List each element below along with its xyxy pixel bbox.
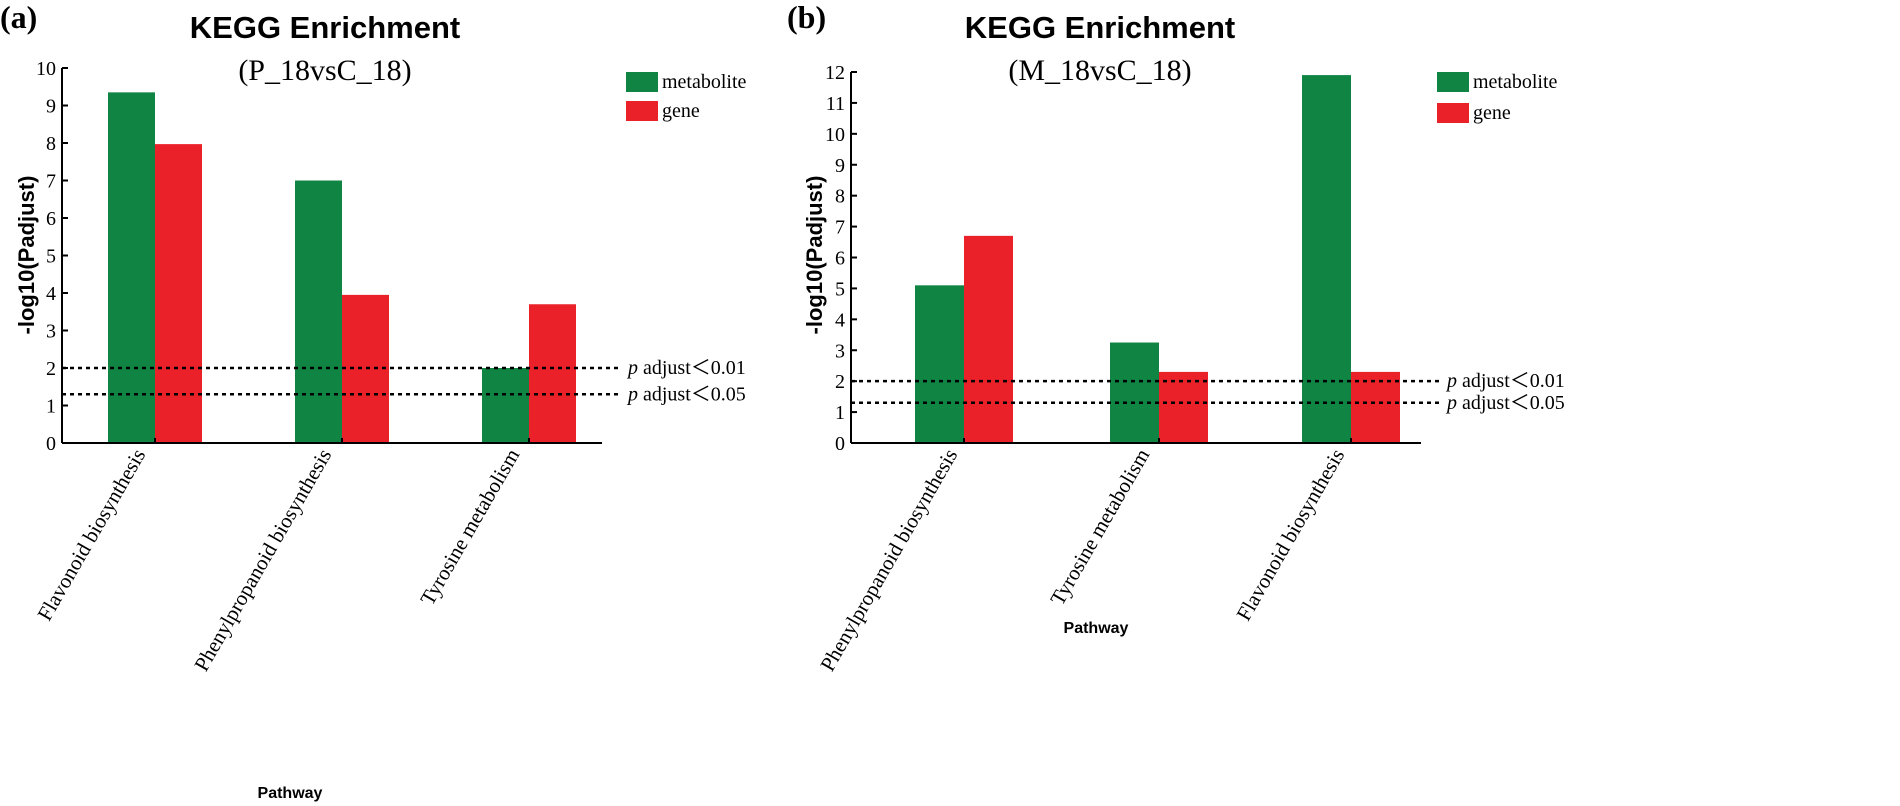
y-tick-label: 10 bbox=[825, 124, 845, 146]
y-tick-label: 4 bbox=[46, 283, 56, 305]
x-tick-label: Flavonoid biosynthesis bbox=[32, 445, 150, 625]
panel-label: (b) bbox=[787, 0, 826, 35]
threshold-p: p bbox=[1445, 370, 1457, 392]
y-tick-label: 2 bbox=[46, 358, 56, 380]
bar-gene bbox=[529, 304, 576, 443]
legend-swatch-metabolite bbox=[626, 72, 658, 92]
threshold-label: p adjust＜0.01 bbox=[1445, 370, 1565, 392]
y-tick-label: 6 bbox=[835, 248, 845, 270]
y-tick-label: 8 bbox=[46, 133, 56, 155]
y-tick-label: 12 bbox=[825, 62, 845, 84]
threshold-text: adjust＜0.05 bbox=[638, 383, 746, 405]
chart-title: KEGG Enrichment bbox=[965, 10, 1235, 45]
bar-gene bbox=[1159, 371, 1208, 443]
threshold-text: adjust＜0.05 bbox=[1457, 392, 1565, 414]
legend-label-gene: gene bbox=[662, 100, 700, 122]
legend-label-gene: gene bbox=[1473, 102, 1511, 124]
y-tick-label: 6 bbox=[46, 208, 56, 230]
y-tick-label: 9 bbox=[46, 96, 56, 118]
x-tick-label: Phenylpropanoid biosynthesis bbox=[189, 445, 336, 676]
y-tick-label: 7 bbox=[835, 217, 845, 239]
y-tick-label: 1 bbox=[46, 396, 56, 418]
x-tick-label: Phenylpropanoid biosynthesis bbox=[815, 445, 962, 676]
threshold-label: p adjust＜0.05 bbox=[626, 383, 746, 405]
x-axis-label: Pathway bbox=[1064, 620, 1129, 637]
threshold-text: adjust＜0.01 bbox=[1457, 370, 1565, 392]
panel-b: (b) KEGG Enrichment (M_18vsC_18) -log10(… bbox=[787, 0, 1565, 675]
y-tick-label: 3 bbox=[835, 340, 845, 362]
y-tick-label: 7 bbox=[46, 171, 56, 193]
bar-gene bbox=[342, 294, 389, 443]
y-tick-label: 0 bbox=[46, 433, 56, 455]
chart-title: KEGG Enrichment bbox=[190, 10, 460, 45]
x-axis-label: Pathway bbox=[258, 785, 323, 802]
bar-metabolite bbox=[482, 368, 529, 443]
threshold-label: p adjust＜0.05 bbox=[1445, 392, 1565, 414]
legend-label-metabolite: metabolite bbox=[662, 71, 747, 93]
bar-gene bbox=[1351, 371, 1400, 443]
y-tick-label: 5 bbox=[46, 246, 56, 268]
bar-gene bbox=[964, 235, 1013, 443]
threshold-label: p adjust＜0.01 bbox=[626, 357, 746, 379]
y-tick-label: 11 bbox=[826, 93, 845, 115]
bar-metabolite bbox=[915, 285, 964, 443]
y-tick-label: 8 bbox=[835, 186, 845, 208]
x-tick-label: Tyrosine metabolism bbox=[1045, 445, 1154, 610]
threshold-p: p bbox=[1445, 392, 1457, 414]
y-tick-label: 3 bbox=[46, 321, 56, 343]
y-tick-label: 0 bbox=[835, 433, 845, 455]
chart-subtitle: (M_18vsC_18) bbox=[1008, 54, 1191, 87]
x-tick-label: Flavonoid biosynthesis bbox=[1231, 445, 1349, 625]
y-tick-label: 2 bbox=[835, 371, 845, 393]
y-axis-label: -log10(Padjust) bbox=[14, 176, 39, 335]
y-tick-label: 4 bbox=[835, 309, 845, 331]
y-tick-label: 9 bbox=[835, 155, 845, 177]
legend-swatch-gene bbox=[1437, 103, 1469, 123]
y-axis-label: -log10(Padjust) bbox=[802, 176, 827, 335]
panel-a: (a) KEGG Enrichment (P_18vsC_18) -log10(… bbox=[0, 0, 747, 802]
threshold-p: p bbox=[626, 357, 638, 379]
plot-area: p adjust＜0.01p adjust＜0.05012345678910Fl… bbox=[32, 58, 746, 675]
y-tick-label: 1 bbox=[835, 402, 845, 424]
chart-subtitle: (P_18vsC_18) bbox=[238, 54, 411, 87]
legend-label-metabolite: metabolite bbox=[1473, 71, 1558, 93]
plot-area: p adjust＜0.01p adjust＜0.0501234567891011… bbox=[815, 62, 1565, 675]
y-tick-label: 5 bbox=[835, 278, 845, 300]
x-tick-label: Tyrosine metabolism bbox=[415, 445, 524, 610]
y-tick-label: 10 bbox=[36, 58, 56, 80]
bar-metabolite bbox=[295, 180, 342, 443]
bar-gene bbox=[155, 144, 202, 443]
bar-metabolite bbox=[1302, 75, 1351, 443]
bar-metabolite bbox=[1110, 342, 1159, 443]
threshold-p: p bbox=[626, 383, 638, 405]
bar-metabolite bbox=[108, 92, 155, 443]
legend-swatch-gene bbox=[626, 101, 658, 121]
threshold-text: adjust＜0.01 bbox=[638, 357, 746, 379]
panel-label: (a) bbox=[0, 0, 37, 35]
legend-swatch-metabolite bbox=[1437, 72, 1469, 92]
